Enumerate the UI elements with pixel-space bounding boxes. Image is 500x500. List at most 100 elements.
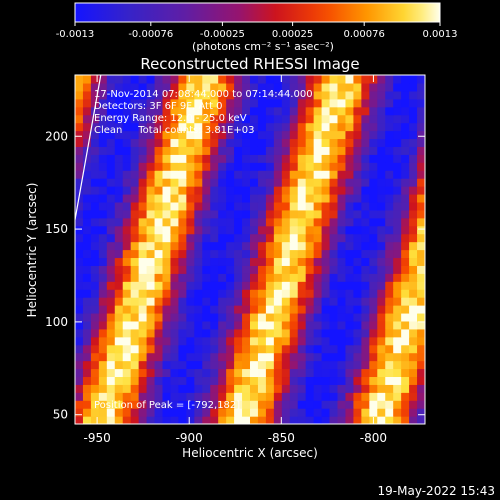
heatmap-cell — [417, 328, 425, 338]
heatmap-cell — [385, 257, 394, 266]
heatmap-cell — [409, 360, 418, 370]
heatmap-cell — [146, 400, 156, 409]
heatmap-cell — [194, 320, 203, 330]
heatmap-cell — [250, 241, 259, 251]
heatmap-cell — [122, 408, 132, 417]
heatmap-cell — [218, 336, 227, 346]
heatmap-cell — [178, 376, 187, 385]
heatmap-cell — [194, 265, 203, 274]
heatmap-cell — [250, 162, 259, 171]
heatmap-cell — [202, 138, 211, 147]
heatmap-cell — [170, 392, 179, 401]
heatmap-cell — [250, 138, 259, 147]
colorbar-ticks: -0.0013 -0.00076 -0.00025 0.00025 0.00076 0.0… — [56, 22, 458, 40]
heatmap-cell — [297, 384, 307, 393]
heatmap-cell — [122, 352, 132, 362]
heatmap-cell — [401, 130, 410, 140]
heatmap-cell — [417, 186, 425, 195]
heatmap-cell — [417, 82, 425, 92]
heatmap-cell — [218, 241, 227, 251]
heatmap-cell — [90, 368, 100, 378]
heatmap-cell — [75, 297, 84, 306]
heatmap-cell — [281, 138, 291, 147]
heatmap-cell — [353, 209, 362, 219]
heatmap-cell — [250, 122, 259, 132]
heatmap-cell — [186, 122, 195, 132]
heatmap-cell — [377, 265, 386, 274]
heatmap-cell — [170, 138, 179, 147]
heatmap-cell — [130, 416, 140, 424]
heatmap-cell — [138, 146, 148, 155]
heatmap-cell — [369, 289, 378, 298]
heatmap-cell — [178, 146, 187, 155]
heatmap-cell — [385, 82, 394, 92]
heatmap-cell — [417, 146, 425, 155]
heatmap-cell — [377, 249, 386, 259]
heatmap-cell — [194, 114, 203, 124]
heatmap-cell — [242, 106, 251, 116]
heatmap-cell — [130, 106, 140, 116]
heatmap-cell — [130, 225, 140, 235]
heatmap-cell — [281, 312, 291, 322]
heatmap-cell — [265, 241, 275, 251]
heatmap-cell — [369, 122, 378, 132]
heatmap-cell — [345, 257, 354, 266]
heatmap-cell — [281, 114, 291, 124]
heatmap-cell — [202, 360, 211, 370]
heatmap-cell — [345, 320, 354, 330]
heatmap-cell — [361, 217, 370, 227]
heatmap-cell — [401, 392, 410, 401]
heatmap-cell — [337, 193, 347, 203]
heatmap-cell — [146, 225, 156, 235]
heatmap-cell — [114, 392, 124, 401]
heatmap-cell — [114, 201, 124, 211]
heatmap-cell — [305, 82, 315, 92]
heatmap-cell — [305, 138, 315, 147]
heatmap-cell — [106, 130, 116, 140]
heatmap-cell — [154, 106, 164, 116]
heatmap-cell — [393, 400, 402, 409]
heatmap-cell — [234, 217, 243, 227]
heatmap-cell — [417, 352, 425, 362]
heatmap-cell — [202, 312, 211, 322]
heatmap-cell — [106, 305, 116, 314]
heatmap-cell — [202, 249, 211, 259]
heatmap-cell — [186, 170, 195, 179]
heatmap-cell — [305, 344, 315, 354]
heatmap-cell — [361, 114, 370, 124]
heatmap-cell — [313, 186, 323, 195]
heatmap-cell — [417, 201, 425, 211]
heatmap-cell — [202, 305, 211, 314]
heatmap-cell — [289, 241, 299, 251]
heatmap-cell — [186, 209, 195, 219]
heatmap-cell — [226, 352, 235, 362]
heatmap-cell — [281, 328, 291, 338]
heatmap-cell — [321, 376, 331, 385]
heatmap-cell — [369, 154, 378, 163]
heatmap-cell — [250, 154, 259, 163]
heatmap-cell — [170, 162, 179, 171]
heatmap-cell — [297, 320, 307, 330]
heatmap-cell — [75, 368, 84, 378]
heatmap-cell — [265, 328, 275, 338]
heatmap-cell — [90, 352, 100, 362]
heatmap-cell — [265, 249, 275, 259]
heatmap-cell — [289, 217, 299, 227]
heatmap-cell — [90, 233, 100, 243]
x-tick-label: -900 — [176, 431, 203, 445]
heatmap-cell — [393, 82, 402, 92]
heatmap-cell — [345, 201, 354, 211]
heatmap-cell — [178, 209, 187, 219]
heatmap-cell — [401, 320, 410, 330]
heatmap-cell — [210, 209, 219, 219]
heatmap-cell — [361, 130, 370, 140]
heatmap-cell — [90, 328, 100, 338]
heatmap-cell — [281, 352, 291, 362]
heatmap-cell — [130, 201, 140, 211]
heatmap-cell — [257, 75, 267, 84]
heatmap-cell — [122, 241, 132, 251]
heatmap-cell — [186, 400, 195, 409]
heatmap-cell — [202, 106, 211, 116]
heatmap-cell — [218, 416, 227, 424]
heatmap-cell — [146, 106, 156, 116]
